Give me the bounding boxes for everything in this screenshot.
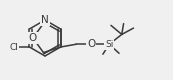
Text: O: O [29, 33, 37, 43]
Text: O: O [87, 39, 95, 49]
Text: Si: Si [105, 40, 113, 49]
Text: N: N [41, 15, 49, 25]
Text: Cl: Cl [10, 42, 19, 52]
